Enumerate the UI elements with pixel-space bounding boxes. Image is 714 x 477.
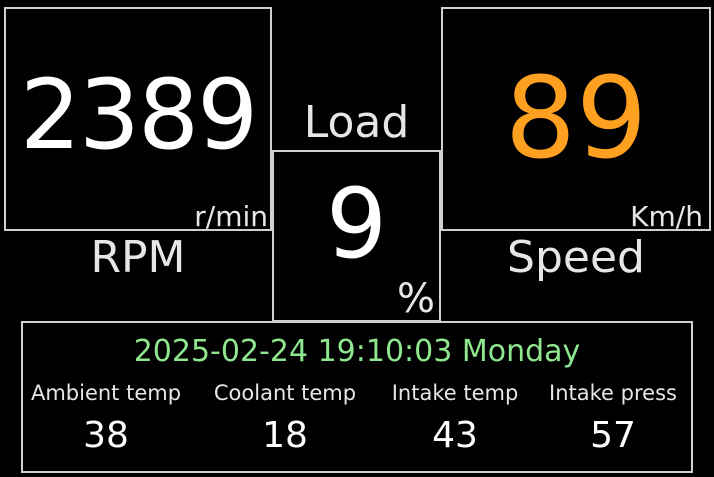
sensor-value: 43	[432, 415, 478, 456]
rpm-value: 2389	[19, 59, 258, 171]
sensor-label: Coolant temp	[213, 381, 357, 405]
datetime-display: 2025-02-24 19:10:03 Monday	[133, 334, 581, 369]
load-panel: 9 %	[272, 150, 441, 322]
load-value: 9	[325, 168, 388, 280]
sensor-intake-temp: Intake temp 43	[380, 383, 530, 454]
rpm-unit: r/min	[194, 200, 268, 233]
sensor-intake-press: Intake press 57	[537, 383, 689, 454]
speed-value: 89	[504, 54, 648, 184]
sensor-label: Intake press	[549, 381, 677, 405]
speed-panel: 89 Km/h	[441, 7, 711, 231]
sensor-value: 38	[83, 415, 129, 456]
sensor-label: Ambient temp	[30, 381, 182, 405]
sensor-label: Intake temp	[391, 381, 519, 405]
rpm-panel: 2389 r/min	[4, 7, 272, 231]
load-label: Load	[303, 97, 410, 148]
sensor-coolant-temp: Coolant temp 18	[203, 383, 367, 454]
sensor-ambient-temp: Ambient temp 38	[23, 383, 189, 454]
info-panel: 2025-02-24 19:10:03 Monday Ambient temp …	[21, 321, 693, 473]
sensor-value: 18	[262, 415, 308, 456]
load-unit: %	[396, 276, 435, 322]
speed-label: Speed	[507, 232, 645, 283]
rpm-label: RPM	[90, 232, 186, 283]
sensor-value: 57	[590, 415, 636, 456]
speed-unit: Km/h	[630, 200, 703, 233]
